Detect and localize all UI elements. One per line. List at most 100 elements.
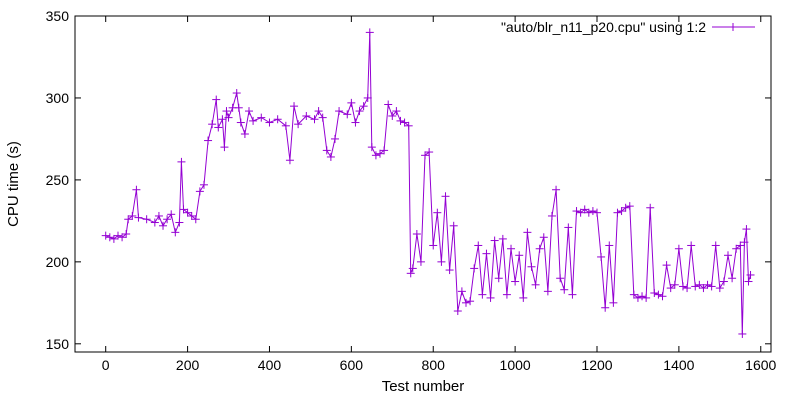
data-point <box>113 231 122 240</box>
data-point <box>314 107 323 116</box>
data-point <box>728 274 737 283</box>
data-point <box>453 307 462 316</box>
data-point <box>429 241 438 250</box>
data-point <box>285 156 294 165</box>
data-point <box>588 207 597 216</box>
data-point <box>580 205 589 214</box>
x-tick-label: 400 <box>258 357 282 373</box>
data-point <box>695 280 704 289</box>
x-tick-label: 800 <box>422 357 446 373</box>
data-point <box>719 277 728 286</box>
data-point <box>240 130 249 139</box>
data-point <box>376 149 385 158</box>
data-point <box>466 297 475 306</box>
data-point <box>132 185 141 194</box>
data-point <box>234 103 243 112</box>
data-point <box>433 208 442 217</box>
data-point <box>406 269 415 278</box>
data-point <box>421 151 430 160</box>
data-point <box>711 241 720 250</box>
data-point <box>593 208 601 217</box>
data-point <box>601 303 610 312</box>
axis-ticks <box>75 15 771 352</box>
data-point <box>539 233 548 242</box>
data-point <box>638 292 647 301</box>
data-point <box>437 257 446 266</box>
data-point <box>568 290 577 299</box>
data-point <box>535 244 544 253</box>
data-point <box>699 284 708 293</box>
data-point <box>257 113 266 122</box>
y-tick-label: 150 <box>46 336 70 352</box>
data-point <box>605 241 614 250</box>
data-point <box>347 98 356 107</box>
data-point <box>318 113 327 122</box>
data-point <box>380 146 389 155</box>
data-point <box>744 277 753 286</box>
plot-frame <box>74 15 772 353</box>
data-point <box>597 252 606 261</box>
data-point <box>703 280 712 289</box>
data-point <box>371 151 380 160</box>
data-point <box>171 228 180 237</box>
data-point <box>392 107 401 116</box>
data-point <box>515 251 524 260</box>
data-point <box>470 264 479 273</box>
data-point <box>142 215 151 224</box>
data-point <box>105 233 114 242</box>
data-point <box>556 274 565 283</box>
data-point <box>154 211 163 220</box>
data-point <box>658 292 667 301</box>
data-point <box>128 211 137 220</box>
data-point <box>326 152 335 161</box>
data-point <box>232 89 241 98</box>
data-point <box>613 208 622 217</box>
legend-label: "auto/blr_n11_p20.cpu" using 1:2 <box>501 19 706 35</box>
data-point <box>683 284 692 293</box>
data-point <box>519 293 528 302</box>
data-point <box>560 285 569 294</box>
data-point <box>457 287 466 296</box>
data-point <box>134 213 143 222</box>
data-point <box>335 107 344 116</box>
data-point <box>294 120 303 129</box>
data-point <box>396 116 405 125</box>
data-point <box>388 111 397 120</box>
data-point <box>208 120 217 129</box>
data-point <box>195 187 204 196</box>
data-point <box>218 115 227 124</box>
data-point <box>502 290 511 299</box>
data-point <box>220 143 229 152</box>
data-point <box>359 102 368 111</box>
y-tick-label: 250 <box>46 172 70 188</box>
data-point <box>687 241 696 250</box>
data-point <box>122 229 131 238</box>
x-tick-label: 1600 <box>745 357 776 373</box>
data-point <box>564 223 573 232</box>
data-point <box>245 107 253 116</box>
data-point <box>167 210 176 219</box>
data-point <box>666 284 675 293</box>
data-point <box>273 115 282 124</box>
data-point <box>654 290 663 299</box>
data-point <box>150 218 159 227</box>
data-point <box>445 266 454 275</box>
data-point <box>449 221 458 230</box>
data-point <box>367 143 376 152</box>
data-point <box>732 244 741 253</box>
data-point <box>365 28 374 37</box>
data-point <box>621 203 630 212</box>
data-point <box>576 208 585 217</box>
data-point <box>494 274 503 283</box>
data-point <box>736 241 745 250</box>
data-point <box>124 215 133 224</box>
data-point <box>441 192 450 201</box>
data-point <box>224 113 233 122</box>
data-point <box>290 102 299 111</box>
data-point <box>674 244 683 253</box>
x-tick-label: 200 <box>176 357 200 373</box>
data-point <box>715 284 724 293</box>
data-point <box>531 280 540 289</box>
data-point <box>738 329 747 338</box>
